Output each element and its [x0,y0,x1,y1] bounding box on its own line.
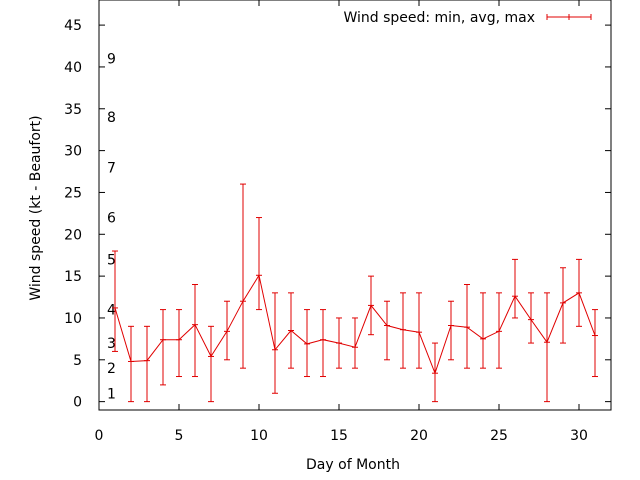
error-bar [176,309,182,378]
error-bar [448,300,454,361]
x-tick-label: 10 [250,428,268,444]
x-tick-label: 25 [490,428,508,444]
x-tick-label: 15 [330,428,348,444]
data-point [128,358,134,365]
beaufort-label: 7 [107,160,116,176]
data-point [160,336,166,343]
error-bar [144,325,150,403]
error-bar [208,325,214,403]
error-bar [352,317,358,369]
error-bar [544,292,550,403]
beaufort-label: 5 [107,252,116,268]
data-point [448,322,454,329]
plot-frame [98,0,612,411]
y-tick-label: 25 [64,185,82,201]
data-point [304,340,310,347]
y-tick-label: 45 [64,18,82,34]
y-tick-label: 20 [64,227,82,243]
data-point [544,339,550,346]
x-tick-label: 20 [410,428,428,444]
y-axis-label: Wind speed (kt - Beaufort) [28,115,44,300]
data-point [192,321,198,328]
data-point [576,289,582,296]
error-bar [192,283,198,378]
beaufort-label: 8 [107,110,116,126]
y-tick-label: 35 [64,102,82,118]
beaufort-scale-labels: 1 2 3 4 5 6 7 8 9 [107,52,116,403]
data-point [208,353,214,360]
error-bar [240,183,246,369]
data-point [496,328,502,335]
data-point [512,293,518,300]
y-tick-label: 5 [73,353,82,369]
beaufort-label: 6 [107,211,116,227]
error-bar [480,292,486,369]
x-tick-label: 0 [95,428,104,444]
data-point [352,344,358,351]
beaufort-label: 2 [107,361,116,377]
y-tick-label: 10 [64,311,82,327]
data-point [336,340,342,347]
beaufort-label: 3 [107,336,116,352]
error-bar [272,292,278,394]
data-point [416,329,422,336]
error-bar [112,250,118,352]
y-tick-label: 30 [64,144,82,160]
data-point [384,322,390,329]
data-point [176,336,182,343]
data-point [320,336,326,343]
data-point [240,298,246,305]
data-point [272,346,278,353]
y-tick-label: 15 [64,269,82,285]
beaufort-label: 1 [107,386,116,402]
data-point [560,299,566,306]
x-tick-label: 30 [570,428,588,444]
error-bar [384,300,390,361]
data-point [288,327,294,334]
y-tick-label: 0 [73,395,82,411]
data-point [528,316,534,323]
data-point [144,357,150,364]
data-point [112,304,118,311]
beaufort-label: 9 [107,52,116,68]
error-bar [592,309,598,378]
data-point [480,335,486,342]
x-tick-label: 5 [175,428,184,444]
data-point [432,370,438,377]
error-bar [256,217,262,311]
legend: Wind speed: min, avg, max [343,10,592,26]
error-bar [160,309,166,386]
series-layer [112,183,598,403]
x-axis-ticks: 0 5 10 15 20 25 30 [95,0,588,444]
error-bar [320,309,326,378]
data-point [400,326,406,333]
data-point [368,302,374,309]
data-point [224,328,230,335]
legend-label: Wind speed: min, avg, max [343,10,535,26]
error-bar [512,258,518,319]
y-tick-label: 40 [64,60,82,76]
beaufort-label: 4 [107,303,116,319]
data-point [256,272,262,279]
x-axis-label: Day of Month [306,457,400,473]
data-point [592,332,598,339]
data-point [464,324,470,331]
